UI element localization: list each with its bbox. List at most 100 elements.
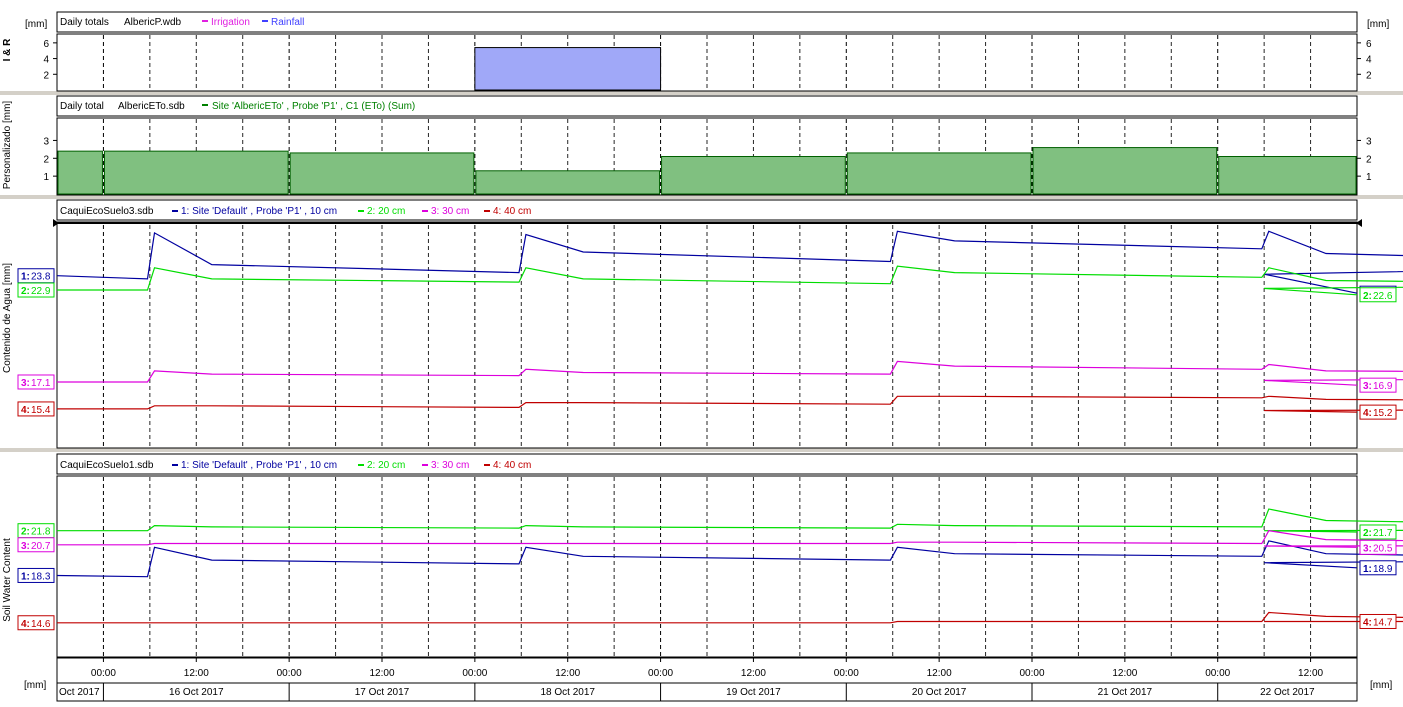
legend-series-4: 4: 40 cm — [493, 206, 531, 217]
hour-label: 00:00 — [1019, 668, 1044, 679]
panel-suelo1-lines — [56, 508, 1403, 624]
date-label: 22 Oct 2017 — [1260, 687, 1315, 698]
end-value-box-3 — [1359, 377, 1397, 393]
start-value-2: 22.9 — [31, 286, 51, 297]
start-value-box-3 — [17, 374, 55, 390]
date-label: 16 Oct 2017 — [169, 687, 224, 698]
date-label: 18 Oct 2017 — [540, 687, 595, 698]
start-value-num-4: 4: — [21, 405, 30, 416]
legend-eto-swatch — [202, 104, 208, 106]
panel-ir-file: AlbericP.wdb — [124, 17, 182, 28]
legend-series-3: 3: 30 cm — [431, 460, 469, 471]
panel-suelo3-title-box — [56, 199, 1358, 221]
legend-series-2: 2: 20 cm — [367, 206, 405, 217]
date-label: 19 Oct 2017 — [726, 687, 781, 698]
panel-suelo1-legend: 1: Site 'Default' , Probe 'P1' , 10 cm 2:… — [172, 460, 531, 471]
ytick-label-right: 4 — [1366, 55, 1372, 66]
series-line-2 — [57, 508, 1403, 533]
hour-label: 00:00 — [462, 668, 487, 679]
hour-label: 00:00 — [1205, 668, 1230, 679]
end-value-3: 20.5 — [1373, 543, 1393, 554]
legend-swatch-2 — [358, 464, 364, 466]
ytick-label-right: 6 — [1366, 39, 1372, 50]
hour-label: 00:00 — [91, 668, 116, 679]
legend-swatch-3 — [422, 210, 428, 212]
end-value-2: 21.7 — [1373, 528, 1393, 539]
legend-swatch-3 — [422, 464, 428, 466]
range-handle-right[interactable] — [1356, 219, 1362, 227]
series-line-4 — [57, 611, 1403, 624]
legend-series-1: 1: Site 'Default' , Probe 'P1' , 10 cm — [181, 206, 337, 217]
series-line-3 — [57, 530, 1403, 548]
panel-eto-plot-frame — [56, 117, 1358, 196]
panel-suelo3-file: CaquiEcoSuelo3.sdb — [60, 206, 154, 217]
time-axis: 00:00 12:00 00:00 12:00 00:00 12:00 00:00 12:00… — [24, 657, 1392, 702]
panel-suelo3: CaquiEcoSuelo3.sdb 1: Site 'Default' , P… — [2, 199, 1403, 449]
series-line-2 — [57, 265, 1403, 296]
axis-unit-left: [mm] — [24, 680, 46, 691]
panel-suelo1-plot-frame — [56, 475, 1358, 658]
hour-label: 12:00 — [369, 668, 394, 679]
panel-eto-title-prefix: Daily total — [60, 101, 104, 112]
end-value-num-4: 4: — [1363, 408, 1372, 419]
start-value-num-1: 1: — [21, 571, 30, 582]
panel-eto-bars — [57, 147, 1357, 195]
eto-bar — [289, 152, 475, 195]
start-value-3: 17.1 — [31, 378, 51, 389]
start-value-1: 18.3 — [31, 571, 51, 582]
end-value-box-4 — [1359, 404, 1397, 420]
ytick-label-left: 4 — [43, 55, 49, 66]
start-value-num-1: 1: — [21, 272, 30, 283]
panel-ir: Daily totals AlbericP.wdb Irrigation Rai… — [2, 11, 1389, 92]
panel-ir-plot-frame — [56, 33, 1358, 92]
start-value-box-1 — [17, 567, 55, 583]
legend-series-3: 3: 30 cm — [431, 206, 469, 217]
end-value-num-4: 4: — [1363, 617, 1372, 628]
end-value-num-2: 2: — [1363, 528, 1372, 539]
separator-1[interactable] — [0, 91, 1403, 95]
panel-suelo3-gridlines — [102, 225, 1312, 447]
series-line-4 — [57, 395, 1403, 413]
eto-bar — [1218, 156, 1357, 195]
series-line-3 — [57, 360, 1403, 386]
start-value-num-4: 4: — [21, 619, 30, 630]
start-value-3: 20.7 — [31, 541, 51, 552]
panel-suelo3-side-label: Contenido de Agua [mm] — [2, 263, 13, 373]
date-label: 20 Oct 2017 — [912, 687, 967, 698]
legend-swatch-1 — [172, 210, 178, 212]
panel-ir-title-prefix: Daily totals — [60, 17, 109, 28]
legend-eto: Site 'AlbericETo' , Probe 'P1' , C1 (ETo… — [212, 101, 415, 112]
axis-unit-right: [mm] — [1370, 680, 1392, 691]
start-value-2: 21.8 — [31, 527, 51, 538]
end-value-num-3: 3: — [1363, 381, 1372, 392]
start-value-box-3 — [17, 537, 55, 553]
panel-eto: Daily total AlbericETo.sdb Site 'Alberic… — [2, 95, 1372, 196]
ytick-label-left: 2 — [43, 70, 49, 81]
range-handle-left[interactable] — [53, 219, 59, 227]
ytick-label-right: 2 — [1366, 154, 1372, 165]
legend-swatch-4 — [484, 464, 490, 466]
series-line-1 — [56, 230, 1403, 294]
panel-suelo3-legend: 1: Site 'Default' , Probe 'P1' , 10 cm 2:… — [172, 206, 531, 217]
separator-3[interactable] — [0, 448, 1403, 452]
panel-eto-side-label: Personalizado [mm] — [2, 101, 13, 190]
start-value-box-4 — [17, 615, 55, 631]
hour-label: 00:00 — [648, 668, 673, 679]
ytick-label-left: 6 — [43, 39, 49, 50]
end-value-num-3: 3: — [1363, 543, 1372, 554]
ytick-label-right: 3 — [1366, 136, 1372, 147]
end-value-1: 18.9 — [1373, 564, 1393, 575]
eto-bar — [57, 150, 103, 195]
end-value-box-2 — [1359, 287, 1397, 303]
ytick-label-right: 2 — [1366, 70, 1372, 81]
ytick-label-right: 1 — [1366, 172, 1372, 183]
legend-rainfall-swatch — [262, 20, 268, 22]
panel-ir-bars — [474, 47, 662, 91]
time-axis-box[interactable] — [56, 657, 1358, 702]
start-value-num-2: 2: — [21, 286, 30, 297]
separator-2[interactable] — [0, 195, 1403, 199]
hour-label: 12:00 — [1112, 668, 1137, 679]
hour-label: 12:00 — [927, 668, 952, 679]
end-value-2: 22.6 — [1373, 291, 1393, 302]
hour-label: 00:00 — [277, 668, 302, 679]
